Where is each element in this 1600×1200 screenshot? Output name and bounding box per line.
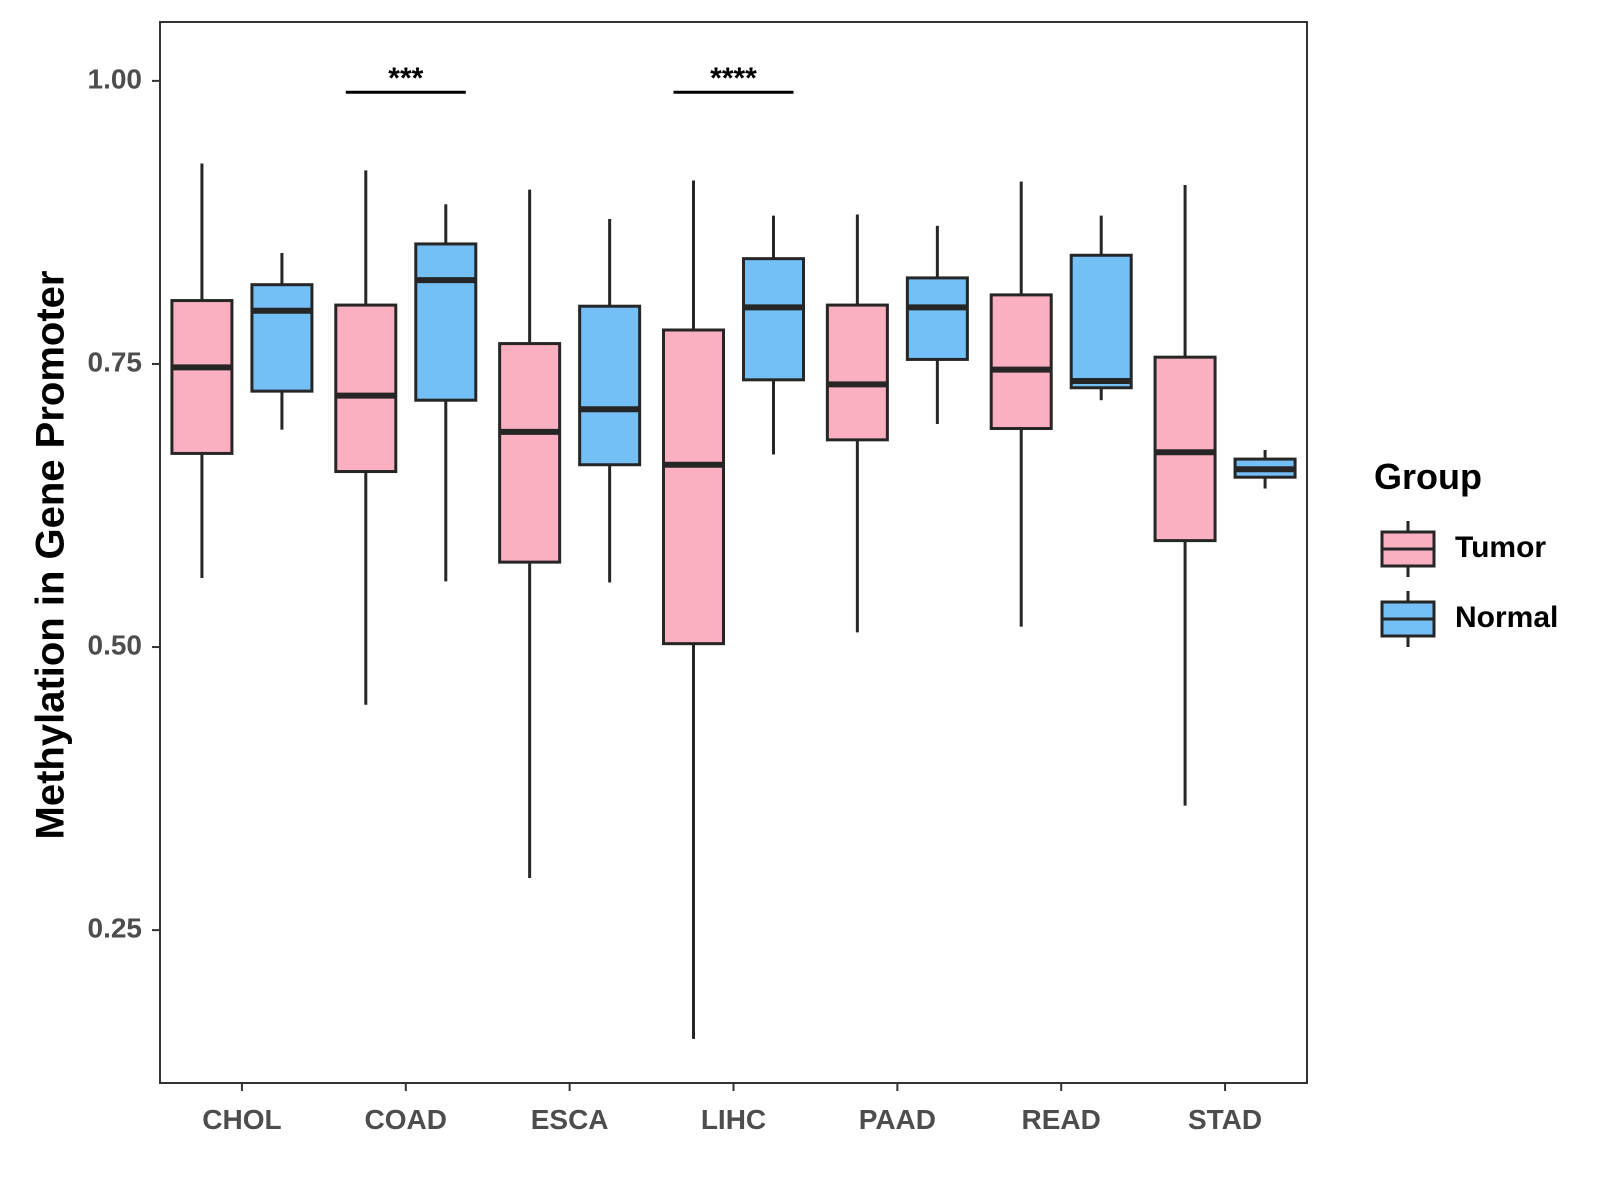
box-body [989, 293, 1053, 431]
legend-label: Normal [1455, 601, 1558, 634]
significance-annotations: *** **** [345, 62, 794, 95]
legend-entry-tumor: Tumor [1380, 521, 1546, 577]
x-tick-label: ESCA [531, 1104, 609, 1135]
y-tick-label: 0.75 [88, 346, 143, 377]
legend-label: Tumor [1455, 531, 1546, 564]
x-tick-label: STAD [1188, 1104, 1262, 1135]
box-tumor-paad [825, 214, 889, 633]
x-axis: CHOL COAD ESCA LIHC PAAD READ STAD [202, 1083, 1262, 1135]
y-tick-label: 1.00 [88, 63, 143, 94]
x-tick-label: PAAD [859, 1104, 936, 1135]
box-body [170, 299, 234, 455]
box-tumor-esca [498, 189, 562, 879]
significance-label: *** [388, 62, 423, 95]
box-tumor-coad [334, 170, 398, 705]
box-body [1069, 253, 1133, 390]
x-tick-label: COAD [365, 1104, 447, 1135]
box-normal-esca [578, 219, 642, 583]
y-axis-title: Methylation in Gene Promoter [29, 271, 73, 840]
box-normal-stad [1233, 450, 1297, 489]
box-body [578, 304, 642, 467]
box-normal-chol [250, 252, 314, 430]
box-tumor-chol [170, 163, 234, 578]
plot-panel [159, 21, 1308, 1084]
x-tick-label: CHOL [202, 1104, 281, 1135]
box-body [414, 242, 478, 402]
box-tumor-read [989, 181, 1053, 627]
box-body [742, 257, 805, 382]
box-tumor-lihc [662, 180, 725, 1039]
legend-title: Group [1374, 456, 1482, 497]
box-body [250, 283, 314, 393]
box-body [825, 303, 889, 442]
box-normal-read [1069, 215, 1133, 401]
box-body [1153, 355, 1217, 543]
y-tick-label: 0.25 [88, 913, 143, 944]
y-tick-label: 0.50 [88, 629, 143, 660]
box-body [334, 303, 398, 474]
legend-entry-normal: Normal [1380, 591, 1558, 647]
significance-label: **** [710, 62, 757, 95]
box-body [498, 342, 562, 564]
box-normal-paad [905, 225, 969, 424]
y-axis: 0.25 0.50 0.75 1.00 [88, 63, 160, 944]
box-series [170, 163, 1297, 1039]
box-normal-lihc [742, 215, 805, 455]
x-tick-label: LIHC [701, 1104, 766, 1135]
box-normal-coad [414, 204, 478, 582]
box-body [905, 276, 969, 361]
legend: Group Tumor Normal [1374, 456, 1558, 647]
box-tumor-stad [1153, 185, 1217, 806]
x-tick-label: READ [1022, 1104, 1101, 1135]
box-body [662, 328, 725, 646]
